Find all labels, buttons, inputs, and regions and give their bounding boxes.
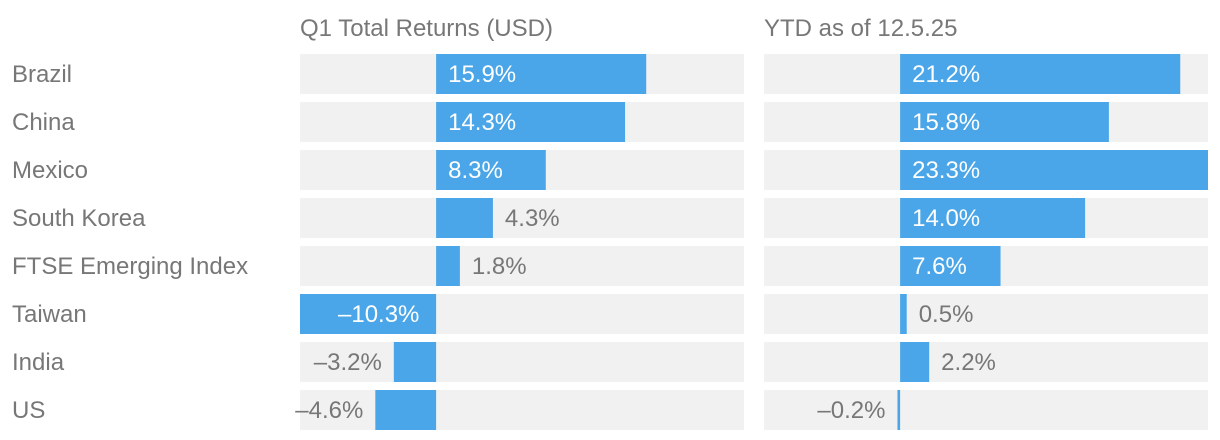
value-label-south-korea: 14.0%	[912, 205, 980, 232]
value-label-taiwan: 0.5%	[919, 301, 974, 328]
value-label-mexico: 23.3%	[912, 157, 980, 184]
category-label-china: China	[12, 109, 75, 136]
value-label-mexico: 8.3%	[448, 157, 503, 184]
bar-india	[393, 342, 437, 382]
bar-track-us	[764, 390, 1208, 430]
bar-china	[900, 102, 1109, 142]
value-label-ftse-emerging-index: 1.8%	[472, 253, 527, 280]
bar-ftse-emerging-index	[436, 246, 460, 286]
category-label-taiwan: Taiwan	[12, 301, 87, 328]
bar-track-india	[764, 342, 1208, 382]
bar-track-us	[300, 390, 744, 430]
bar-ftse-emerging-index	[900, 246, 1001, 286]
category-label-mexico: Mexico	[12, 157, 88, 184]
value-label-ftse-emerging-index: 7.6%	[912, 253, 967, 280]
bar-china	[436, 102, 626, 142]
bar-track-india	[300, 342, 744, 382]
panel-title-q1: Q1 Total Returns (USD)	[300, 15, 553, 42]
value-label-us: –4.6%	[295, 397, 363, 424]
category-label-south-korea: South Korea	[12, 205, 146, 232]
category-label-india: India	[12, 349, 65, 376]
bar-us	[375, 390, 437, 430]
bar-india	[900, 342, 930, 382]
category-label-brazil: Brazil	[12, 61, 72, 88]
bar-track-south-korea	[300, 198, 744, 238]
category-label-us: US	[12, 397, 45, 424]
bar-brazil	[900, 54, 1181, 94]
bar-south-korea	[900, 198, 1086, 238]
value-label-china: 15.8%	[912, 109, 980, 136]
bar-south-korea	[436, 198, 493, 238]
panel-ytd-returns: 21.2% 15.8% 23.3% 14.0% 7.6% 0.5% 2.2% –0.2%	[764, 54, 1208, 430]
value-label-india: –3.2%	[314, 349, 382, 376]
value-label-brazil: 15.9%	[448, 61, 516, 88]
category-labels: Brazil China Mexico South Korea FTSE Emergin…	[12, 61, 248, 424]
value-label-taiwan: –10.3%	[338, 301, 419, 328]
value-label-india: 2.2%	[941, 349, 996, 376]
category-label-ftse-emerging-index: FTSE Emerging Index	[12, 253, 248, 280]
bar-taiwan	[900, 294, 907, 334]
bar-track-taiwan	[764, 294, 1208, 334]
bar-brazil	[436, 54, 647, 94]
panel-q1-returns: 15.9% 14.3% 8.3%4.3% 1.8% –10.3% –3.2% –4.6%	[295, 54, 744, 430]
bar-mexico	[436, 150, 546, 190]
bar-us	[897, 390, 901, 430]
bar-taiwan	[300, 294, 437, 334]
panel-title-ytd: YTD as of 12.5.25	[764, 15, 957, 42]
bar-mexico	[900, 150, 1208, 190]
value-label-south-korea: 4.3%	[505, 205, 560, 232]
value-label-brazil: 21.2%	[912, 61, 980, 88]
bar-track-ftse-emerging-index	[300, 246, 744, 286]
value-label-china: 14.3%	[448, 109, 516, 136]
value-label-us: –0.2%	[817, 397, 885, 424]
